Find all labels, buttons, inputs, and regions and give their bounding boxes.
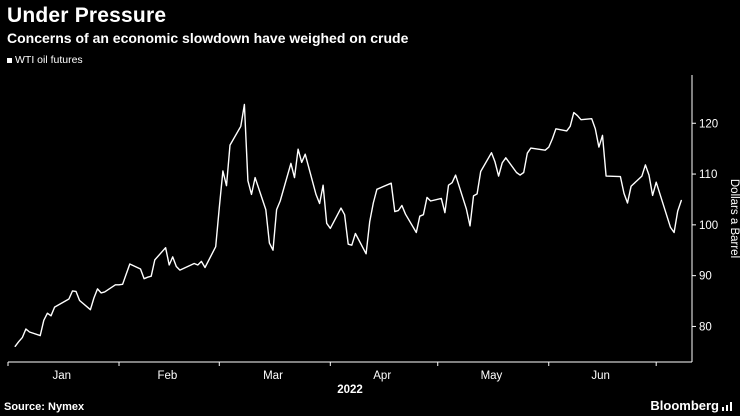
x-tick-label: Feb xyxy=(157,370,177,382)
x-tick-label: Apr xyxy=(373,370,391,382)
legend-marker-icon xyxy=(7,57,12,63)
source-note: Source: Nymex xyxy=(4,401,85,413)
y-tick-label: 80 xyxy=(699,321,712,333)
legend-label: WTI oil futures xyxy=(15,54,83,66)
y-tick-label: 120 xyxy=(699,118,718,130)
bloomberg-wordmark: Bloomberg xyxy=(650,398,719,413)
y-tick-label: 100 xyxy=(699,220,718,232)
bloomberg-chart-icon xyxy=(722,402,732,411)
x-tick-label: May xyxy=(481,370,503,382)
x-tick-label: Mar xyxy=(263,370,283,382)
y-tick-label: 90 xyxy=(699,271,712,283)
price-chart: 80 90 100 110 120 Jan Feb Mar Apr May Jun 2022 Dolla… xyxy=(7,75,740,396)
legend: WTI oil futures xyxy=(7,54,83,66)
x-tick-label: Jan xyxy=(52,370,71,382)
y-tick-label: 110 xyxy=(699,169,717,181)
x-tick-label: Jun xyxy=(591,370,610,382)
bloomberg-logo: Bloomberg xyxy=(650,398,732,413)
price-line xyxy=(14,103,682,347)
page-title: Under Pressure xyxy=(7,4,167,27)
chart-subtitle: Concerns of an economic slowdown have we… xyxy=(7,30,409,46)
y-axis-title: Dollars a Barrel xyxy=(728,179,740,258)
x-axis-year-label: 2022 xyxy=(337,384,363,396)
